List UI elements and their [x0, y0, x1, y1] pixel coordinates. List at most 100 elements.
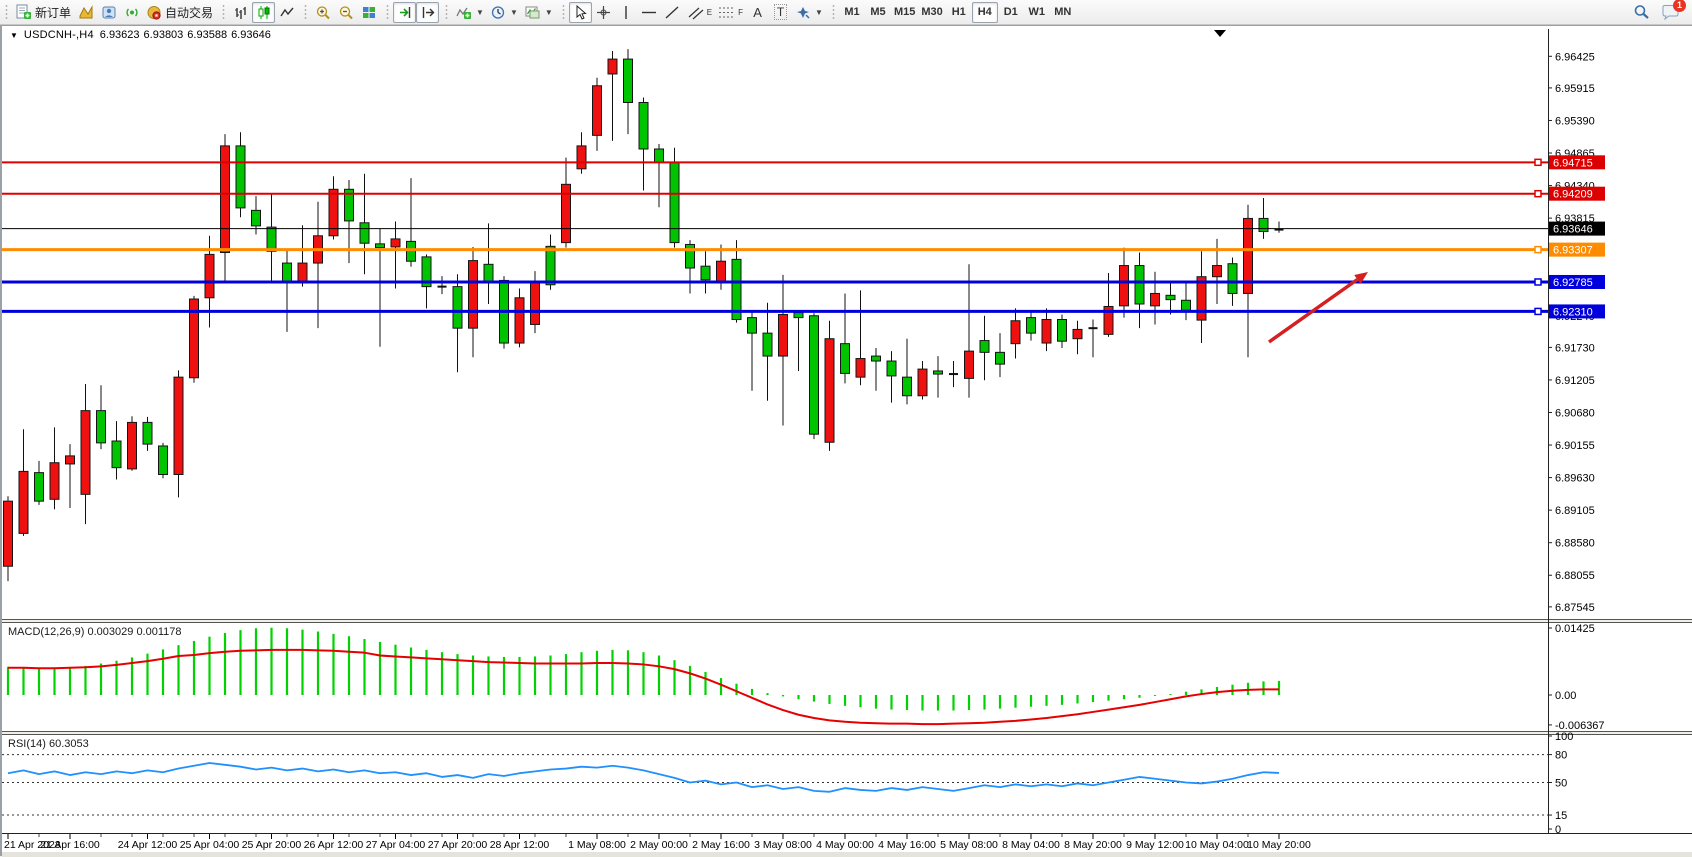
- horizontal-lines-layer[interactable]: [2, 158, 1548, 316]
- panel-separator[interactable]: [2, 731, 1692, 735]
- line-drag-handle[interactable]: [1534, 158, 1542, 167]
- chart-shift-icon: [422, 6, 435, 18]
- templates-caret: ▼: [544, 7, 553, 17]
- chat-notification[interactable]: 1: [1661, 0, 1686, 21]
- line-drag-handle[interactable]: [1534, 278, 1542, 286]
- chart-shift-marker-icon[interactable]: [1214, 30, 1226, 37]
- toolbar-right: 1: [1630, 0, 1690, 23]
- search-icon: [1634, 5, 1649, 19]
- timeframe-m1-button[interactable]: M1: [839, 2, 865, 23]
- time-tick-label: 4 May 00:00: [816, 839, 874, 851]
- text-tool-button[interactable]: A: [746, 2, 769, 23]
- rsi-axis-tick: 100: [1555, 731, 1573, 743]
- autotrading-label: 自动交易: [165, 5, 214, 20]
- timeframe-h4-button[interactable]: H4: [971, 1, 998, 23]
- ohlc-close: 6.93646: [231, 29, 271, 41]
- auto-scroll-icon: [399, 6, 410, 18]
- periods-button[interactable]: ▼: [487, 2, 521, 23]
- line-price-tag-text: 6.92310: [1553, 306, 1593, 318]
- chart-window-button[interactable]: [74, 2, 97, 23]
- macd-name: MACD(12,26,9): [8, 626, 85, 638]
- price-scale[interactable]: 6.964256.959156.953906.948656.943406.938…: [1548, 29, 1605, 833]
- horizontal-line-icon: [642, 11, 657, 13]
- timeframe-m5-button[interactable]: M5: [865, 2, 891, 23]
- line-drag-handle[interactable]: [1534, 189, 1542, 198]
- zoom-out-button[interactable]: [334, 2, 357, 23]
- time-tick-label: 25 Apr 20:00: [242, 839, 302, 851]
- zoom-in-button[interactable]: [311, 2, 334, 23]
- bar-chart-button[interactable]: [229, 2, 252, 23]
- autotrading-button[interactable]: 自动交易: [143, 2, 216, 23]
- price-tick-label: 6.96425: [1555, 51, 1595, 63]
- timeframe-d1-button[interactable]: D1: [998, 2, 1024, 23]
- periods-clock-icon: [491, 5, 505, 19]
- macd-axis-tick: 0.01425: [1555, 623, 1595, 635]
- candlestick-chart-button[interactable]: [252, 1, 276, 23]
- toolbar-group-trade: 新订单 自动交易: [2, 0, 219, 25]
- new-order-button[interactable]: 新订单: [12, 2, 74, 23]
- tile-windows-icon: [362, 6, 375, 18]
- autotrading-icon: [147, 5, 161, 20]
- macd-axis-tick: 0.00: [1555, 690, 1576, 702]
- cursor-tool-button[interactable]: [568, 1, 592, 23]
- toolbar-group-objects: ▼ ▼ ▼: [442, 0, 559, 25]
- profile-icon: [102, 6, 116, 18]
- time-tick-label: 3 May 08:00: [754, 839, 812, 851]
- profile-button[interactable]: [97, 2, 120, 23]
- crosshair-tool-button[interactable]: [592, 2, 615, 23]
- chart-window-icon: [79, 4, 93, 18]
- zoom-in-icon: [316, 5, 330, 19]
- panel-separator[interactable]: [2, 619, 1692, 623]
- time-tick-label: 28 Apr 12:00: [490, 839, 550, 851]
- line-drag-handle[interactable]: [1534, 245, 1542, 254]
- templates-button[interactable]: ▼: [521, 2, 556, 23]
- chart-shift-button[interactable]: [416, 1, 440, 23]
- price-chart-canvas[interactable]: 6.964256.959156.953906.948656.943406.938…: [2, 26, 1692, 857]
- time-tick-label: 2 May 16:00: [692, 839, 750, 851]
- rsi-panel: 100 80 50 15 0: [2, 731, 1573, 836]
- periods-caret: ▼: [509, 7, 518, 17]
- cursor-icon: [576, 4, 588, 20]
- timeframe-m15-button[interactable]: M15: [891, 2, 918, 23]
- toolbar-group-drawing: E F A T ▼: [559, 0, 829, 25]
- timeframe-h1-button[interactable]: H1: [946, 2, 972, 23]
- price-tick-label: 6.90155: [1555, 440, 1595, 452]
- trendline-tool-button[interactable]: [661, 2, 684, 23]
- rsi-axis-tick: 0: [1555, 824, 1561, 836]
- time-tick-label: 2 May 00:00: [630, 839, 688, 851]
- tile-windows-button[interactable]: [357, 2, 380, 23]
- line-price-tag: [1549, 186, 1605, 201]
- timeframe-mn-button[interactable]: MN: [1050, 2, 1076, 23]
- ohlc-open: 6.93623: [99, 29, 140, 41]
- line-price-tag: [1549, 274, 1605, 289]
- line-drag-handle[interactable]: [1534, 307, 1542, 316]
- timeframe-m30-button[interactable]: M30: [918, 2, 945, 23]
- rsi-name: RSI(14): [8, 738, 46, 750]
- horizontal-line-tool-button[interactable]: [638, 2, 661, 23]
- bid-price-tag: [1549, 221, 1605, 236]
- signals-button[interactable]: [120, 2, 143, 23]
- auto-scroll-button[interactable]: [393, 1, 417, 23]
- channel-tool-button[interactable]: E: [684, 2, 715, 23]
- search-button[interactable]: [1630, 2, 1653, 23]
- vertical-line-tool-button[interactable]: [615, 2, 638, 23]
- text-label-tool-button[interactable]: T: [769, 2, 792, 23]
- toolbar-group-scroll: [383, 0, 442, 25]
- indicators-icon: [456, 7, 472, 19]
- price-tick-label: 6.95915: [1555, 83, 1595, 95]
- arrows-tool-button[interactable]: ▼: [792, 2, 826, 23]
- line-price-tag-text: 6.94715: [1553, 157, 1593, 169]
- line-price-tag: [1549, 155, 1605, 170]
- bid-price-tag-text: 6.93646: [1553, 224, 1593, 236]
- collapse-triangle-icon[interactable]: ▼: [10, 30, 18, 40]
- line-chart-button[interactable]: [275, 2, 298, 23]
- timeframe-w1-button[interactable]: W1: [1024, 2, 1050, 23]
- chart-window[interactable]: ▼ USDCNH-,H4 6.93623 6.93803 6.93588 6.9…: [0, 25, 1692, 857]
- annotation-arrow[interactable]: [1267, 272, 1368, 344]
- indicators-button[interactable]: ▼: [452, 2, 487, 23]
- new-order-label: 新订单: [35, 5, 72, 20]
- macd-signal-line: [8, 648, 1279, 726]
- fibonacci-tool-button[interactable]: F: [715, 2, 746, 23]
- rsi-axis-tick: 80: [1555, 750, 1567, 762]
